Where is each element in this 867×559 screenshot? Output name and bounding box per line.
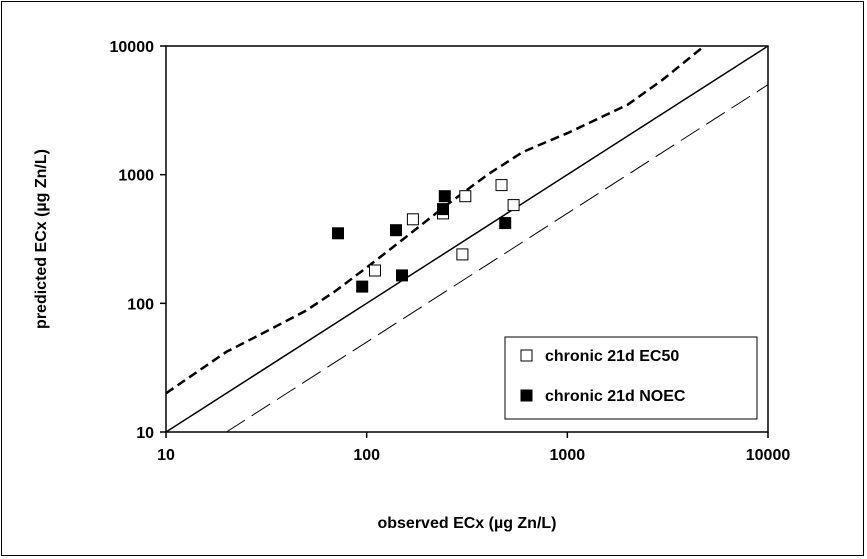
noec-data-point [499, 217, 512, 230]
noec-data-point [356, 280, 369, 293]
y-axis-title: predicted ECx (µg Zn/L) [33, 149, 50, 329]
reference-lines [166, 46, 768, 432]
reference-line-solid [166, 46, 768, 432]
x-axis-title: observed ECx (µg Zn/L) [377, 515, 556, 532]
x-tick-label: 10 [157, 447, 175, 464]
legend-label-noec: chronic 21d NOEC [545, 388, 686, 405]
ec50-data-point [459, 190, 472, 203]
x-tick-label: 100 [353, 447, 380, 464]
legend-box [504, 336, 758, 420]
ec50-data-point [369, 264, 381, 277]
noec-data-point [390, 224, 402, 237]
ec50-data-point [507, 199, 520, 212]
noec-data-point [437, 203, 449, 216]
y-axis-ticks: 10 100 1000 10000 [110, 39, 166, 442]
y-tick-label: 1000 [118, 168, 154, 185]
x-tick-label: 10000 [746, 447, 791, 464]
data-points [332, 179, 520, 293]
legend-marker-ec50 [520, 349, 533, 362]
x-tick-label: 1000 [550, 447, 586, 464]
noec-data-point [332, 227, 344, 240]
ec50-data-point [456, 248, 469, 261]
y-tick-label: 100 [127, 296, 154, 313]
legend: chronic 21d EC50 chronic 21d NOEC [504, 336, 758, 420]
legend-marker-noec [520, 389, 533, 402]
ec50-data-point [406, 213, 419, 226]
y-tick-label: 10 [136, 425, 154, 442]
plot-area [165, 45, 769, 433]
x-axis-ticks: 10 100 1000 10000 [157, 432, 790, 464]
ec50-data-point [495, 179, 508, 192]
reference-line-short-dash-bold [166, 46, 707, 395]
noec-data-point [438, 190, 451, 203]
legend-label-ec50: chronic 21d EC50 [545, 348, 679, 365]
y-tick-label: 10000 [110, 39, 155, 56]
reference-line-long-dash [226, 84, 768, 432]
noec-data-point [396, 269, 408, 282]
